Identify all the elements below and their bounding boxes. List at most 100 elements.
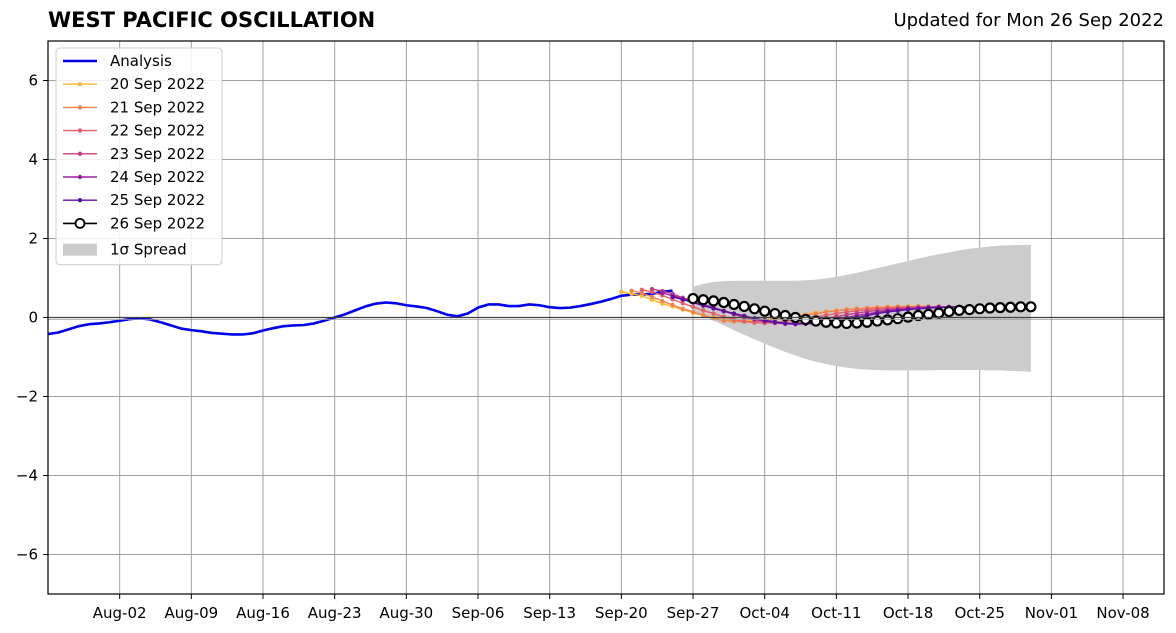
series-point — [707, 295, 720, 307]
x-tick-label: Sep-27 — [667, 604, 720, 622]
series-point — [963, 304, 976, 316]
series-point — [619, 289, 624, 295]
series-point — [841, 317, 853, 330]
series-point — [690, 304, 696, 310]
y-tick-label: −6 — [16, 546, 38, 564]
series-lines — [47, 286, 1037, 336]
legend: Analysis 20 Sep 2022 21 Sep 2022 22 Sep 202… — [55, 47, 223, 266]
series-point — [701, 312, 706, 318]
x-tick-label: Nov-08 — [1096, 604, 1149, 622]
x-tick-label: Aug-23 — [308, 604, 362, 622]
series-point — [680, 297, 685, 302]
x-tick-label: Oct-25 — [954, 604, 1004, 622]
series-point — [1015, 301, 1027, 313]
series-point — [875, 311, 880, 316]
legend-label: 26 Sep 2022 — [110, 214, 205, 232]
x-tick-label: Aug-30 — [379, 604, 433, 622]
legend-label: Analysis — [110, 52, 172, 70]
series-point — [892, 313, 904, 325]
series-point — [690, 309, 696, 315]
zero-line — [48, 316, 1164, 320]
series-point — [718, 296, 730, 309]
series-point — [711, 311, 716, 316]
series-point — [974, 303, 986, 315]
y-tick-label: 2 — [28, 230, 38, 248]
series-point — [660, 290, 665, 296]
series-point — [680, 301, 685, 306]
series-point — [738, 300, 750, 313]
series-point — [953, 304, 965, 316]
series-point — [851, 317, 863, 329]
series-point — [885, 309, 890, 315]
x-tick-label: Nov-01 — [1025, 604, 1078, 622]
series-point — [779, 309, 791, 322]
series-point — [660, 298, 665, 304]
series-point — [905, 307, 911, 312]
series-point — [1004, 301, 1017, 313]
x-tick-label: Oct-18 — [883, 604, 933, 622]
legend-label: 22 Sep 2022 — [110, 122, 205, 140]
series-point — [731, 311, 737, 316]
series-point — [687, 292, 699, 305]
series-point — [670, 294, 675, 300]
axes: Aug-02 Aug-09 Aug-16 Aug-23 Aug-30 Sep-06 Sep-… — [16, 40, 1165, 622]
series-point — [1025, 301, 1037, 313]
series-point — [861, 316, 873, 328]
series-line — [47, 289, 673, 336]
legend-swatch-marker — [77, 81, 83, 87]
x-tick-label: Sep-13 — [523, 604, 576, 622]
series-point — [810, 315, 822, 327]
plot-frame — [47, 40, 1165, 595]
legend-label: 25 Sep 2022 — [110, 191, 205, 209]
series-point — [649, 294, 655, 300]
legend-label: 1σ Spread — [110, 241, 187, 259]
series-point — [912, 309, 924, 322]
series-point — [994, 302, 1006, 314]
series-point — [830, 317, 842, 329]
x-tick-label: Oct-04 — [739, 604, 789, 622]
y-tick-label: 6 — [28, 72, 38, 90]
x-tick-label: Aug-02 — [93, 604, 147, 622]
series-point — [922, 308, 935, 320]
series-point — [629, 288, 634, 293]
series-point — [701, 308, 706, 313]
legend-label: 23 Sep 2022 — [110, 145, 205, 163]
chart-title: WEST PACIFIC OSCILLATION — [48, 8, 376, 32]
series-point — [742, 319, 747, 324]
series-point — [711, 306, 716, 311]
x-tick-label: Aug-09 — [164, 604, 218, 622]
series-point — [895, 308, 900, 313]
legend-swatch-marker — [77, 174, 83, 180]
series-point — [639, 287, 645, 293]
chart-subtitle: Updated for Mon 26 Sep 2022 — [893, 10, 1164, 31]
series-point — [772, 319, 778, 325]
series-point — [943, 305, 955, 318]
series-point — [762, 318, 767, 323]
legend-label: 20 Sep 2022 — [110, 75, 205, 93]
x-tick-label: Sep-20 — [595, 604, 648, 622]
legend-swatch-marker — [77, 197, 83, 203]
legend-swatch-marker — [74, 217, 86, 229]
legend-swatch-marker — [77, 105, 83, 110]
series-point — [670, 302, 675, 308]
legend-swatch-marker — [77, 151, 83, 156]
x-tick-label: Oct-11 — [811, 604, 861, 622]
y-tick-label: −2 — [16, 388, 38, 406]
y-tick-label: 4 — [28, 151, 38, 169]
legend-swatch-marker — [77, 128, 83, 133]
y-tick-label: 0 — [28, 309, 38, 327]
series-point — [933, 307, 945, 319]
series-point — [728, 298, 740, 311]
series-point — [721, 308, 726, 314]
series-point — [649, 286, 655, 292]
series-point — [769, 307, 781, 320]
series-point — [820, 316, 832, 328]
series-point — [984, 302, 996, 314]
legend-label: 21 Sep 2022 — [110, 98, 205, 116]
y-tick-label: −4 — [16, 467, 38, 485]
legend-label: 24 Sep 2022 — [110, 168, 205, 186]
x-tick-label: Sep-06 — [452, 604, 505, 622]
series-point — [748, 303, 761, 315]
series-point — [680, 306, 685, 312]
